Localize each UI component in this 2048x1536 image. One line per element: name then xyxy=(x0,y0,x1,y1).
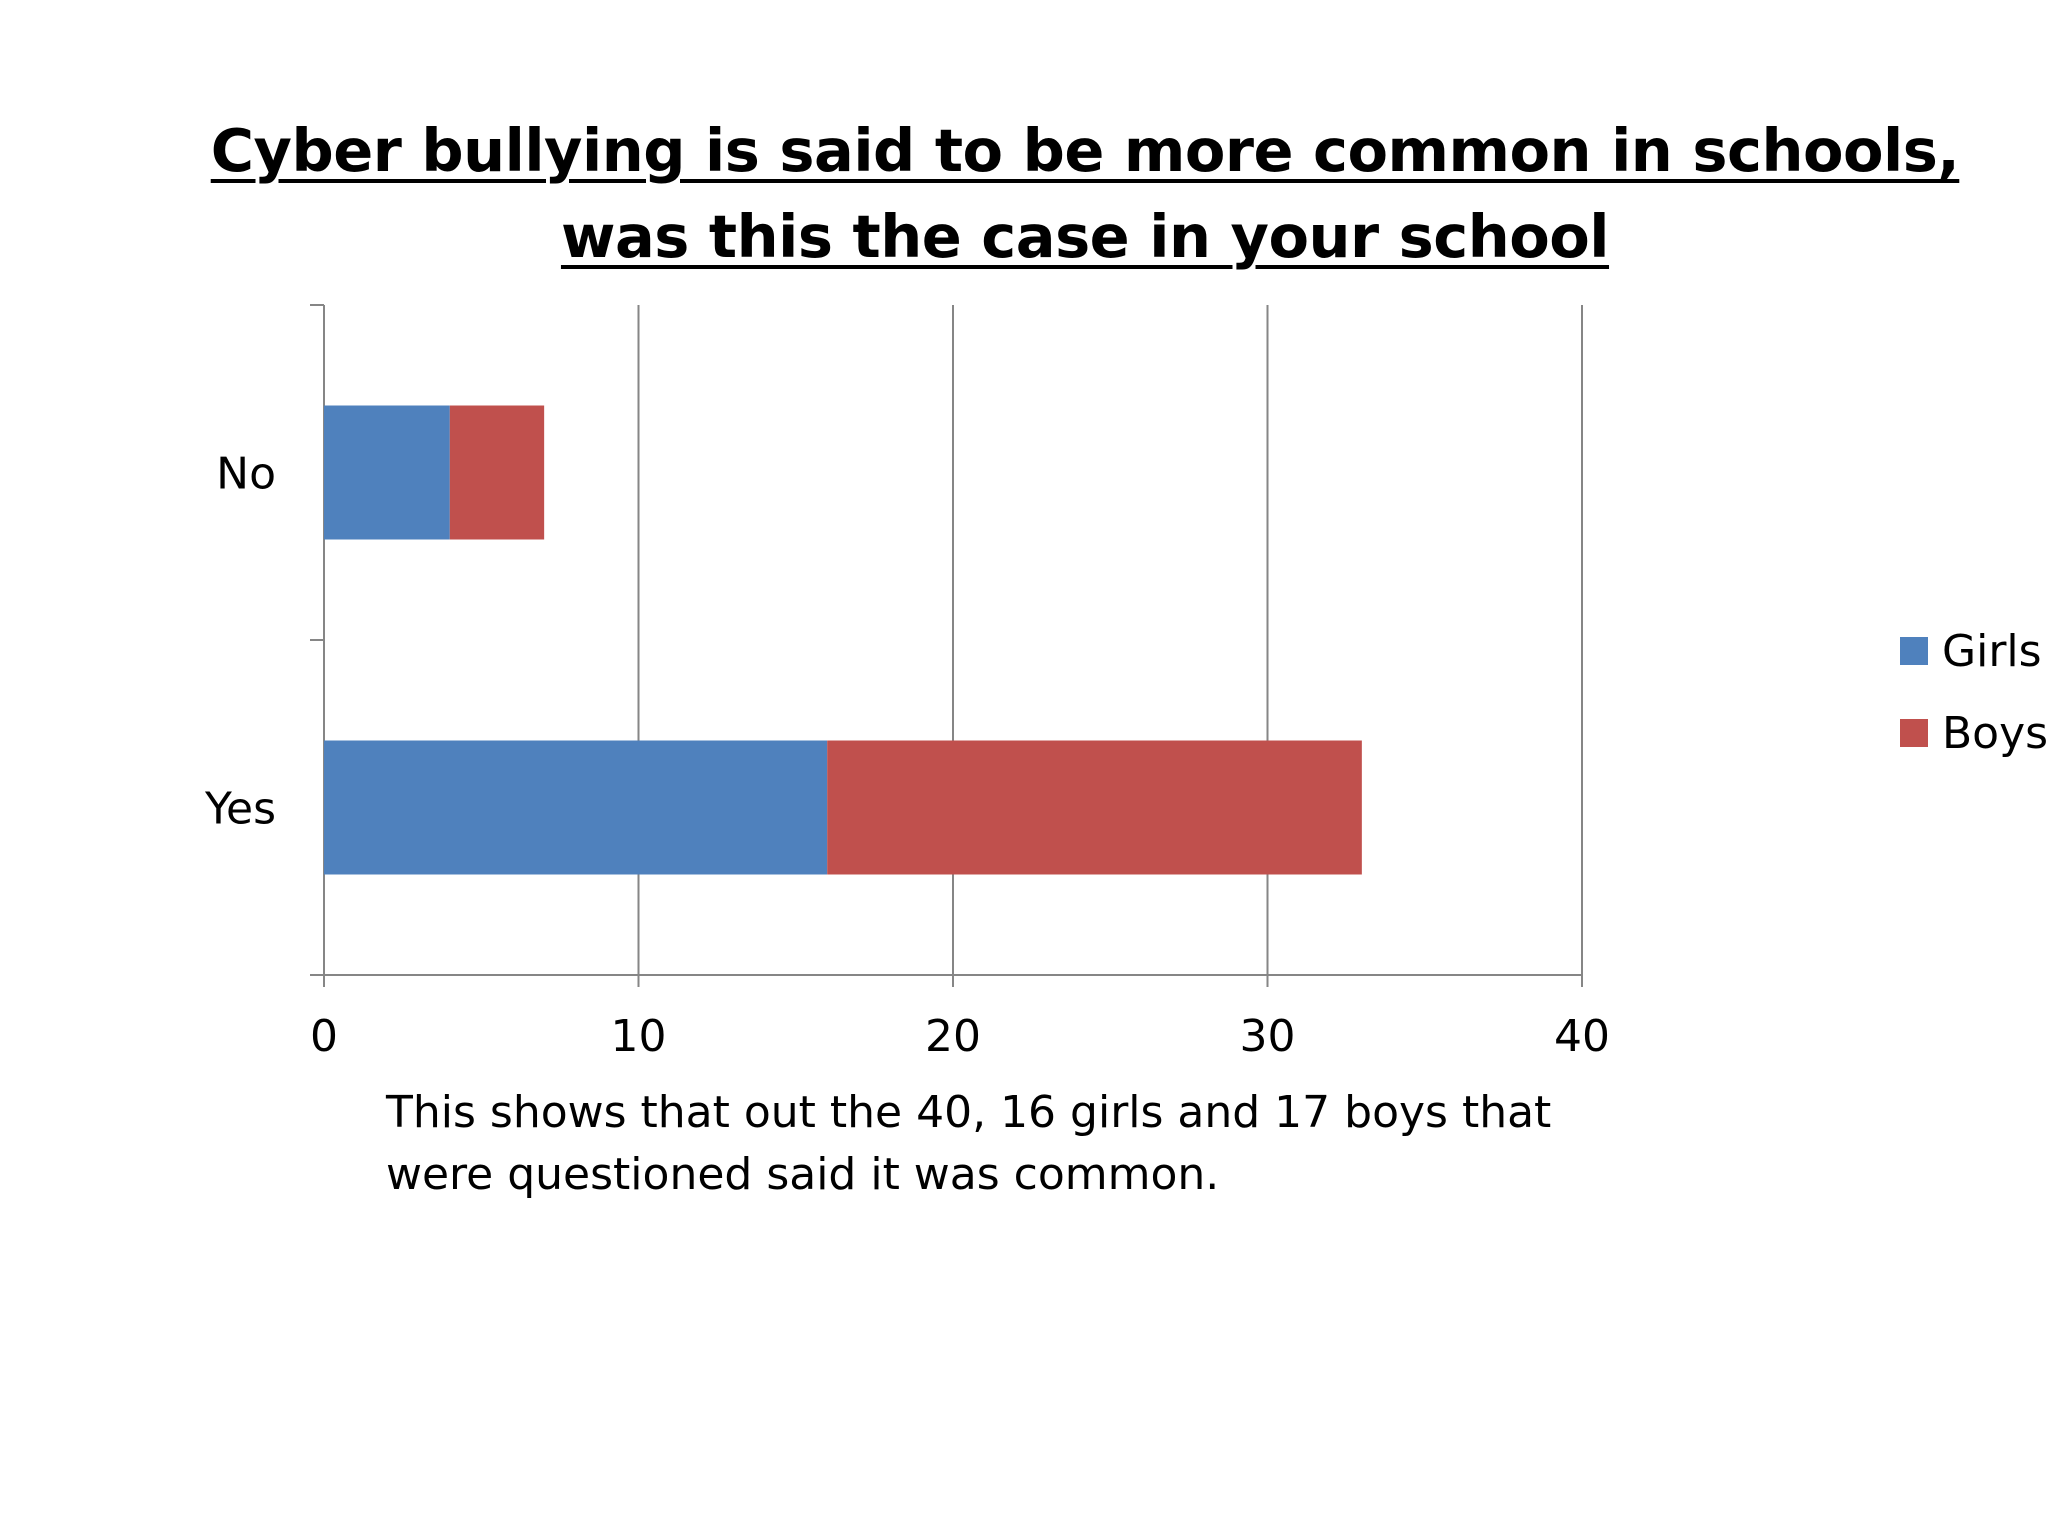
legend-item-boys: Boys xyxy=(1900,692,2048,774)
legend-label: Boys xyxy=(1942,707,2048,759)
chart-note: This shows that out the 40, 16 girls and… xyxy=(386,1087,1552,1200)
legend: Girls Boys xyxy=(1900,610,2048,774)
x-tick-label: 40 xyxy=(1554,1011,1610,1062)
bar-boys-no xyxy=(449,405,545,540)
legend-label: Girls xyxy=(1942,625,2042,677)
y-category-label: No xyxy=(216,449,276,500)
y-category-label: Yes xyxy=(204,784,276,835)
chart-title: Cyber bullying is said to be more common… xyxy=(210,116,1960,271)
legend-swatch xyxy=(1900,637,1928,665)
bar-girls-yes xyxy=(324,740,828,875)
bar-girls-no xyxy=(324,405,450,540)
x-tick-label: 20 xyxy=(925,1011,981,1062)
bar-boys-yes xyxy=(827,740,1362,875)
legend-swatch xyxy=(1900,719,1928,747)
legend-item-girls: Girls xyxy=(1900,610,2048,692)
x-tick-label: 0 xyxy=(310,1011,338,1062)
x-tick-label: 30 xyxy=(1240,1011,1296,1062)
x-tick-label: 10 xyxy=(611,1011,667,1062)
